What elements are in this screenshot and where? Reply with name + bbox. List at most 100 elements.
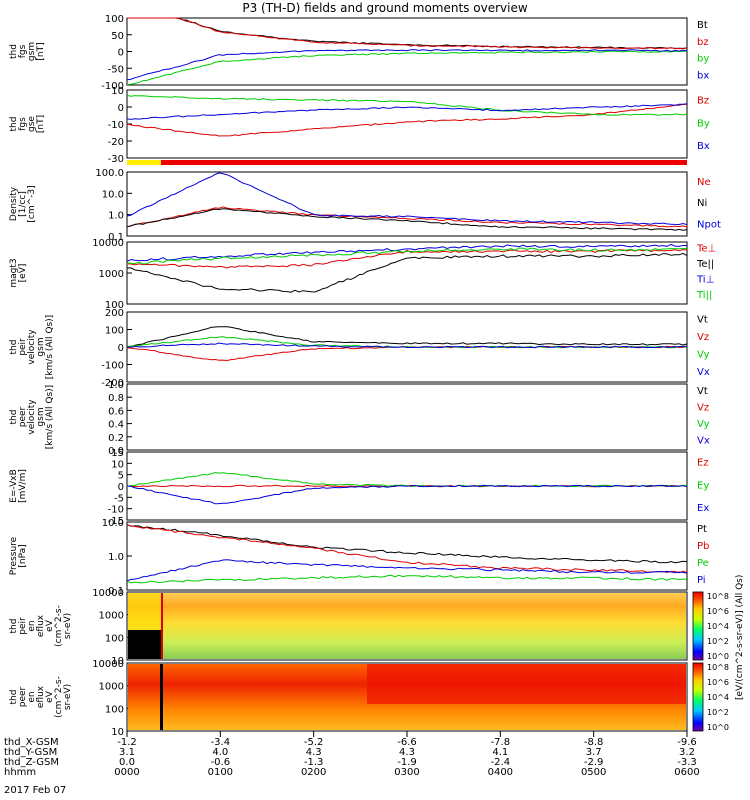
y-tick-label: -15 bbox=[108, 516, 124, 527]
x-tick-label: 0500 bbox=[581, 767, 606, 778]
series-line-by bbox=[126, 50, 688, 86]
legend-entry: Ey bbox=[697, 480, 709, 491]
y-tick-label: 0 bbox=[118, 48, 124, 59]
y-axis-label: [1/cc] bbox=[18, 191, 28, 217]
series-line-Pt bbox=[126, 524, 688, 564]
y-tick-label: 0.1 bbox=[108, 232, 124, 243]
x-tick-label: 4.1 bbox=[492, 747, 508, 758]
y-tick-label: 0.1 bbox=[108, 586, 124, 597]
colorbar-tick-label: 10^6 bbox=[707, 607, 729, 616]
x-tick-label: -3.3 bbox=[677, 757, 697, 768]
peer-fill-gap bbox=[160, 664, 163, 730]
series-line-Ti|| bbox=[126, 247, 687, 265]
legend-entry: Pe bbox=[697, 558, 709, 569]
y-tick-label: 1000 bbox=[99, 611, 124, 622]
x-tick-label: -1.3 bbox=[304, 757, 324, 768]
x-tick-label: 4.3 bbox=[399, 747, 415, 758]
y-tick-label: 100 bbox=[105, 326, 124, 337]
y-tick-label: 10 bbox=[111, 727, 124, 738]
y-tick-label: 0.2 bbox=[108, 433, 124, 444]
panel-fgs-gse: 10 0 -10 -20 -30 thd fgs gse [nT] Bz By Bx bbox=[9, 86, 710, 165]
y-tick-label: 10.0 bbox=[102, 189, 124, 200]
legend-entry: By bbox=[697, 118, 710, 129]
series-line-Ex bbox=[126, 484, 688, 505]
y-tick-label: -50 bbox=[108, 64, 124, 75]
y-tick-label: 5 bbox=[118, 471, 124, 482]
series-line-Pe bbox=[126, 574, 688, 584]
y-axis-label: thd bbox=[9, 340, 19, 355]
panel-frame bbox=[126, 383, 688, 451]
y-tick-label: 10000 bbox=[92, 659, 124, 670]
y-tick-label: 1000 bbox=[99, 682, 124, 693]
series-line-Ne bbox=[126, 206, 688, 228]
colorbar-tick-label: 10^6 bbox=[707, 678, 729, 687]
legend-entry: bx bbox=[697, 70, 709, 81]
series-line-Bz bbox=[126, 103, 687, 137]
status-segment bbox=[161, 160, 687, 165]
legend-entry: Te⊥ bbox=[696, 243, 716, 254]
y-tick-label: 100 bbox=[105, 300, 124, 311]
colorbar-tick-label: 10^4 bbox=[707, 622, 729, 631]
status-bar bbox=[127, 160, 687, 165]
legend-entry: Pt bbox=[697, 524, 707, 535]
y-axis-label: fgs bbox=[18, 44, 28, 58]
y-tick-label: 50 bbox=[111, 31, 124, 42]
y-tick-label: 10 bbox=[111, 459, 124, 470]
y-tick-label: 1000 bbox=[99, 269, 124, 280]
x-row-label: hhmm bbox=[4, 767, 36, 778]
y-axis-label: eflux bbox=[36, 685, 46, 708]
y-tick-label: 200 bbox=[105, 308, 124, 319]
x-tick-label: -1.9 bbox=[397, 757, 417, 768]
panel-fgs-gsm: 100 50 0 -50 -100 thd fgs gsm [nT] Bt bz by bx bbox=[9, 14, 709, 92]
series-line-Bx bbox=[126, 103, 688, 120]
y-tick-label: -200 bbox=[101, 378, 124, 389]
colorbar-tick-label: 10^2 bbox=[707, 708, 729, 717]
y-axis-label: sr-eV) bbox=[63, 684, 73, 710]
y-axis-label: gsm bbox=[36, 407, 46, 426]
panel-peer-velocity: 1.0 0.8 0.6 0.4 0.2 0.0 thd peer velocity gsm [km/… bbox=[9, 380, 710, 457]
series-line-Vt bbox=[126, 326, 688, 348]
legend-entry: Ex bbox=[697, 503, 709, 514]
y-tick-label: -10 bbox=[108, 120, 124, 131]
y-tick-label: 0 bbox=[118, 103, 124, 114]
y-axis-label: [eV] bbox=[18, 264, 28, 283]
series-line-Npot bbox=[126, 172, 688, 226]
y-axis-label: peer bbox=[18, 406, 28, 427]
y-tick-label: -10 bbox=[108, 505, 124, 516]
x-tick-label: 3.2 bbox=[679, 747, 695, 758]
y-tick-label: 1.0 bbox=[108, 552, 124, 563]
y-tick-label: -20 bbox=[108, 137, 124, 148]
y-tick-label: 100 bbox=[105, 704, 124, 715]
series-line-Te|| bbox=[126, 252, 688, 293]
x-tick-label: 0200 bbox=[301, 767, 326, 778]
y-axis-label: [km/s (All Qs)] bbox=[45, 315, 55, 379]
x-tick-label: -8.8 bbox=[584, 737, 604, 748]
legend-entry: Te|| bbox=[696, 259, 714, 270]
series-line-Pb bbox=[126, 524, 688, 574]
y-axis-label: thd bbox=[9, 410, 19, 425]
y-axis-label: gsm bbox=[36, 337, 46, 356]
x-row-label: thd_Z-GSM bbox=[4, 757, 59, 768]
y-axis-label: Density bbox=[9, 186, 19, 221]
y-tick-label: 15 bbox=[111, 448, 124, 459]
y-axis-label: en bbox=[27, 691, 37, 702]
x-row-label: thd_Y-GSM bbox=[4, 747, 57, 758]
colorbar-label: [eV/(cm^2-s-sr-eV)] (All Qs) bbox=[735, 575, 745, 700]
y-axis-label: gse bbox=[27, 116, 37, 132]
legend-entry: Ne bbox=[697, 177, 711, 188]
y-tick-label: 10000 bbox=[92, 238, 124, 249]
y-axis-label: [km/s (All Qs)] bbox=[45, 385, 55, 449]
series-line-Ni bbox=[126, 208, 688, 231]
legend-entry: bz bbox=[697, 37, 709, 48]
x-tick-label: -7.8 bbox=[491, 737, 511, 748]
x-tick-label: -2.4 bbox=[491, 757, 511, 768]
series-line-Ti⊥ bbox=[126, 243, 687, 263]
y-axis-label: thd bbox=[9, 619, 19, 634]
spec-frame bbox=[126, 591, 688, 661]
legend-entry: Vz bbox=[697, 402, 709, 413]
legend-entry: Vz bbox=[697, 332, 709, 343]
y-axis-label: peir bbox=[18, 338, 28, 356]
